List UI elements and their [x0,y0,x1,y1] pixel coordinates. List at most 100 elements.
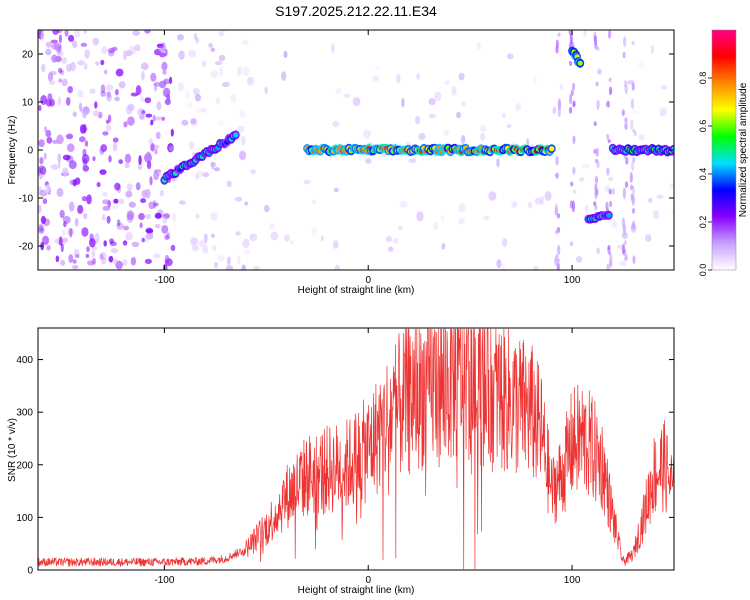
spectrogram-speckle [396,73,401,84]
spectrogram-speckle [170,244,176,251]
spectrogram-streak [570,89,574,96]
spectrogram-speckle [145,188,151,199]
spectrogram-speckle [669,183,674,189]
spectrogram-speckle [501,263,505,270]
track-core [577,60,583,66]
spectrogram-speckle [127,116,135,126]
spectrogram-speckle [75,253,80,259]
y-tick-label: 0 [27,566,33,577]
spectrogram-streak [593,201,597,207]
spectrogram-speckle [540,195,545,206]
spectrogram-speckle [38,139,45,148]
spectrogram-speckle [444,80,450,85]
spectrogram-streak [606,263,610,270]
spectrogram-speckle [57,67,63,74]
spectrogram-speckle [213,261,219,269]
spectrogram-speckle [112,142,118,152]
spectrogram-speckle [66,63,72,73]
spectrogram-streak [555,39,560,48]
spectrogram-speckle [145,227,154,234]
spectrogram-speckle [333,187,339,192]
spectrogram-streak [631,208,636,214]
spectrogram-speckle [176,34,184,41]
spectrogram-speckle [57,96,61,106]
spectrogram-speckle [60,243,64,253]
spectrogram-streak [622,224,627,236]
spectrogram-speckle [458,202,466,213]
spectrogram-speckle [55,255,60,263]
spectrogram-speckle [135,182,141,191]
spectrogram-streak [632,156,636,163]
spectrogram-streak [624,253,628,261]
spectrogram-speckle [80,42,88,47]
spectrogram-speckle [61,56,67,65]
spectrogram-speckle [189,141,194,150]
spectrogram-speckle [644,234,652,242]
snr-y-axis-label: SNR (10 * v/v) [7,418,18,482]
spectrogram-speckle [42,235,50,245]
spectrogram-speckle [144,97,152,104]
spectrogram-speckle [39,164,44,175]
spectrogram-speckle [249,233,258,242]
spectrogram-speckle [638,134,645,141]
spectrogram-speckle [114,96,120,102]
spectrogram-speckle [638,60,646,69]
spectrogram-speckle [65,133,74,140]
spectrogram-streak [630,119,634,131]
spectrogram-speckle [398,225,403,231]
spectrogram-speckle [496,158,500,168]
spectrogram-speckle [105,84,114,91]
spectrogram-speckle [110,248,119,254]
spectrogram-speckle [106,93,112,102]
spectrogram-speckle [141,189,147,198]
spectrogram-speckle [659,106,668,117]
spectrogram-speckle [152,114,156,122]
spectrogram-streak [595,147,599,157]
spectrogram-speckle [263,204,270,213]
spectrogram-speckle [215,96,221,105]
spectrogram-streak [624,123,628,131]
spectrogram-speckle [211,233,215,238]
spectrogram-speckle [72,264,79,270]
spectrogram-speckle [239,150,247,161]
spectrogram-speckle [443,130,450,136]
spectrogram-speckle [170,128,174,137]
spectrogram-speckle [242,238,250,249]
spectrogram-speckle [86,246,90,253]
spectrogram-speckle [320,235,324,242]
spectrogram-speckle [102,131,109,136]
spectrogram-speckle [162,87,171,98]
spectrogram-speckle [440,214,445,222]
spectrogram-speckle [131,241,140,248]
y-tick-label: 200 [16,460,33,471]
spectrogram-speckle [502,238,508,247]
colorbar-frame [711,29,737,271]
snr-ticks: -100 0 100 0 100 200 300 400 [16,328,674,586]
spectrogram-speckle [153,253,161,259]
spectrogram-speckle [46,245,51,251]
spectrogram-speckle [269,223,275,230]
spectrogram-streak [569,33,573,44]
spectrogram-streak [595,81,599,87]
spectrogram-speckle [68,160,77,170]
spectrogram-heatmap [38,30,674,270]
spectrogram-speckle [290,240,294,245]
spectrogram-speckle [165,258,173,267]
spectrogram-speckle [141,62,149,71]
spectrogram-streak [593,121,597,126]
spectrogram-speckle [82,111,87,119]
spectrogram-streak [622,51,626,59]
y-tick-label: -10 [19,194,34,205]
spectrogram-speckle [161,116,165,121]
spectrogram-speckle [72,111,78,118]
spectrogram-speckle [157,46,165,52]
y-tick-label: 0 [27,146,33,157]
spectrogram-speckle [365,158,372,164]
spectrogram-speckle [95,61,100,66]
spectrogram-speckle [226,180,232,188]
spectrogram-speckle [44,126,47,132]
spectrogram-streak [557,244,561,256]
spectrogram-speckle [60,259,66,266]
spectrogram-speckle [178,200,186,205]
